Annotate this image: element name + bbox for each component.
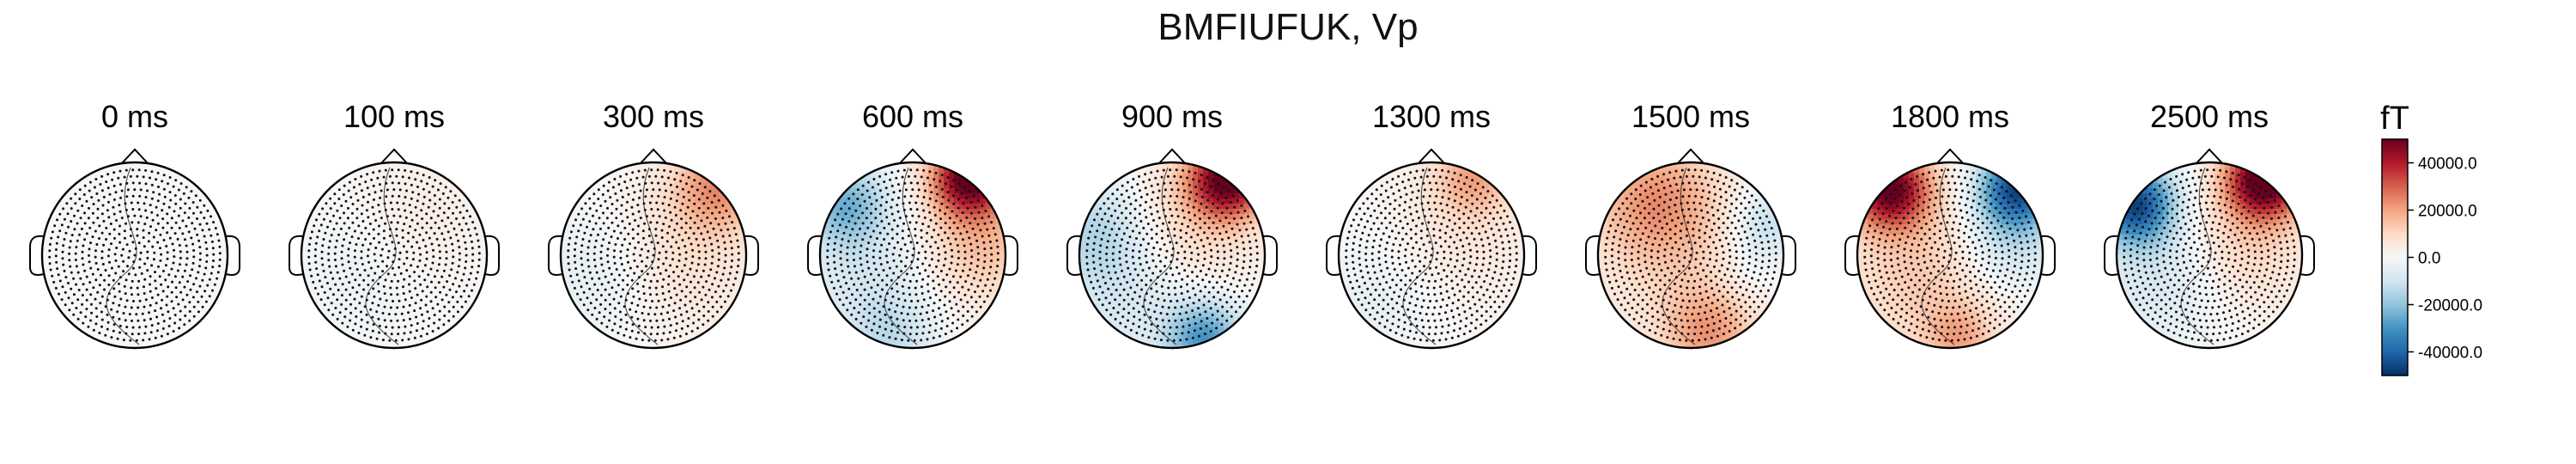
colorbar-tick-label: 20000.0 bbox=[2418, 203, 2477, 221]
sensor-dots bbox=[1345, 168, 1518, 342]
topomap-panel: 1300 ms bbox=[1326, 99, 1537, 350]
sensor-dots bbox=[826, 168, 999, 342]
right-ear bbox=[1522, 235, 1537, 276]
sensor-dots bbox=[567, 168, 740, 342]
colorbar-scale bbox=[2381, 138, 2409, 376]
field-map bbox=[301, 162, 487, 348]
contour-line bbox=[1402, 167, 1437, 345]
panel-time-label: 1800 ms bbox=[1891, 99, 2009, 134]
topomap-panel: 300 ms bbox=[548, 99, 759, 350]
sensor-dots bbox=[307, 168, 481, 342]
left-ear bbox=[1844, 235, 1860, 276]
panel-time-label: 100 ms bbox=[343, 99, 445, 134]
nose bbox=[120, 148, 149, 165]
nose bbox=[2195, 148, 2224, 165]
right-ear bbox=[1262, 235, 1278, 276]
right-ear bbox=[1781, 235, 1796, 276]
nose bbox=[1935, 148, 1965, 165]
contour-line bbox=[624, 167, 659, 345]
field-map bbox=[2117, 162, 2302, 348]
panel-time-label: 0 ms bbox=[101, 99, 168, 134]
field-map bbox=[1857, 162, 2043, 348]
head-outline bbox=[1078, 161, 1267, 350]
colorbar-tick-label: 0.0 bbox=[2418, 250, 2440, 268]
right-ear bbox=[744, 235, 759, 276]
left-ear bbox=[1326, 235, 1341, 276]
panel-time-label: 1300 ms bbox=[1372, 99, 1491, 134]
nose bbox=[1676, 148, 1705, 165]
sensor-dots bbox=[1863, 168, 2037, 342]
head-outline bbox=[1337, 161, 1526, 350]
left-ear bbox=[1066, 235, 1082, 276]
topomap-panel: 2500 ms bbox=[2104, 99, 2315, 350]
panel-time-label: 2500 ms bbox=[2150, 99, 2269, 134]
right-ear bbox=[2300, 235, 2315, 276]
topomap-panel: 1500 ms bbox=[1585, 99, 1796, 350]
contour-line bbox=[1921, 167, 1955, 345]
right-ear bbox=[484, 235, 500, 276]
right-ear bbox=[225, 235, 240, 276]
left-ear bbox=[2104, 235, 2119, 276]
colorbar: fT 40000.0 20000.0 0.0 -20000.0 -40000.0 bbox=[2380, 101, 2482, 376]
panel-time-label: 300 ms bbox=[603, 99, 704, 134]
colorbar-tick-label: -40000.0 bbox=[2418, 345, 2482, 363]
right-ear bbox=[2040, 235, 2056, 276]
contour-line bbox=[1143, 167, 1177, 345]
topomap-panel: 100 ms bbox=[289, 99, 500, 350]
field-map bbox=[1339, 162, 1524, 348]
head-outline bbox=[40, 161, 229, 350]
contour-line bbox=[884, 167, 918, 345]
colorbar-tick-label: 40000.0 bbox=[2418, 156, 2477, 174]
left-ear bbox=[548, 235, 563, 276]
head-outline bbox=[818, 161, 1007, 350]
left-ear bbox=[1585, 235, 1601, 276]
head-outline bbox=[559, 161, 748, 350]
colorbar-unit-label: fT bbox=[2380, 101, 2409, 137]
nose bbox=[1157, 148, 1187, 165]
nose bbox=[380, 148, 409, 165]
panel-time-label: 600 ms bbox=[862, 99, 963, 134]
sensor-dots bbox=[1604, 168, 1777, 342]
head-outline bbox=[1856, 161, 2044, 350]
panel-time-label: 1500 ms bbox=[1631, 99, 1750, 134]
sensor-dots bbox=[1085, 168, 1259, 342]
head-outline bbox=[300, 161, 489, 350]
sensor-dots bbox=[2123, 168, 2296, 342]
right-ear bbox=[1003, 235, 1018, 276]
topomap-panels: 0 ms 100 ms 300 ms 600 ms 900 ms 1300 ms 1500 … bbox=[29, 99, 2315, 350]
panel-time-label: 900 ms bbox=[1121, 99, 1223, 134]
topomap-panel: 0 ms bbox=[29, 99, 240, 350]
left-ear bbox=[807, 235, 823, 276]
nose bbox=[1417, 148, 1446, 165]
sensor-dots bbox=[48, 168, 222, 342]
head-outline bbox=[1596, 161, 1785, 350]
left-ear bbox=[289, 235, 304, 276]
field-map bbox=[42, 162, 228, 348]
nose bbox=[639, 148, 668, 165]
topomap-panel: 900 ms bbox=[1066, 99, 1278, 350]
topomap-panel: 1800 ms bbox=[1844, 99, 2056, 350]
contour-line bbox=[106, 167, 140, 345]
head-outline bbox=[2115, 161, 2304, 350]
topomap-panel: 600 ms bbox=[807, 99, 1018, 350]
nose bbox=[898, 148, 927, 165]
contour-line bbox=[1662, 167, 1696, 345]
contour-line bbox=[2180, 167, 2215, 345]
colorbar-tick-label: -20000.0 bbox=[2418, 297, 2482, 315]
figure-title: BMFIUFUK, Vp bbox=[1157, 6, 1419, 48]
left-ear bbox=[29, 235, 45, 276]
field-map bbox=[1079, 162, 1265, 348]
contour-line bbox=[365, 167, 399, 345]
